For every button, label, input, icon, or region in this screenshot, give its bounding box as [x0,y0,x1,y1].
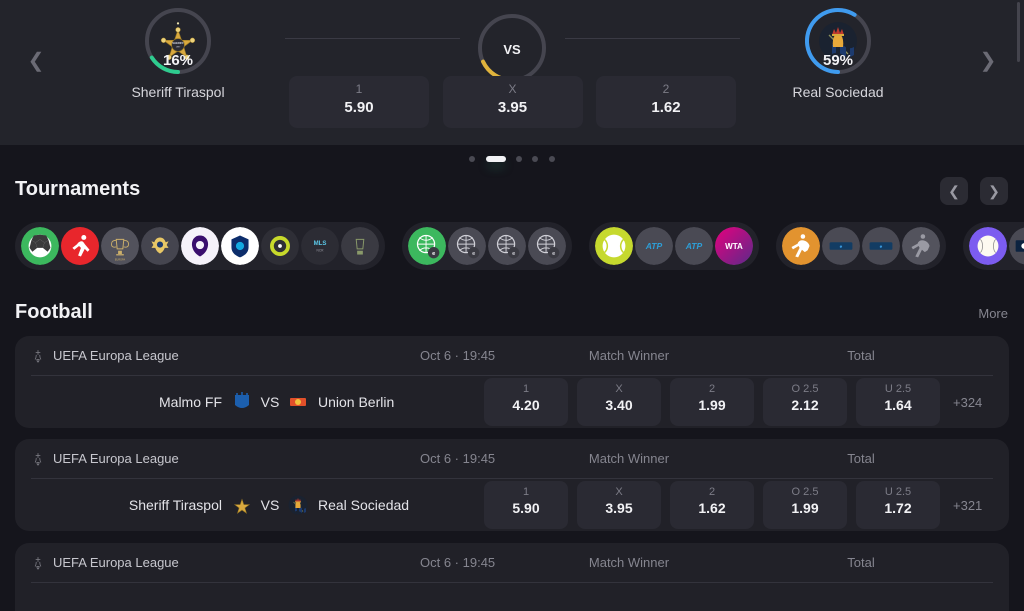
svg-text:EUROPA: EUROPA [115,258,126,261]
svg-text:ATP: ATP [645,241,663,251]
svg-text:e: e [880,245,883,250]
svg-text:MLS: MLS [314,240,327,247]
svg-text:e: e [512,251,515,257]
svg-text:e: e [432,251,435,257]
svg-text:e: e [840,245,843,250]
svg-text:SHERIFF: SHERIFF [172,41,184,45]
svg-text:ATP: ATP [685,241,703,251]
svg-text:e: e [472,251,475,257]
svg-text:e: e [552,251,555,257]
svg-text:WTA: WTA [725,242,743,251]
svg-text:NCR: NCR [317,249,325,253]
